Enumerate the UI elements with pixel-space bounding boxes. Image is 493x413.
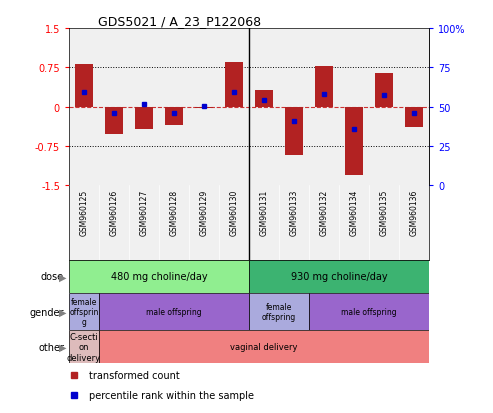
Text: gender: gender — [30, 307, 64, 317]
Bar — [75, 64, 93, 107]
Bar — [255, 90, 273, 107]
Text: vaginal delivery: vaginal delivery — [230, 342, 298, 351]
Bar — [309, 293, 429, 330]
Bar — [225, 63, 243, 107]
Bar — [405, 107, 423, 127]
Bar — [69, 260, 249, 293]
Bar — [165, 107, 183, 126]
Text: female
offsprin
g: female offsprin g — [70, 297, 99, 327]
Bar — [249, 260, 429, 293]
Bar — [69, 293, 99, 330]
Bar — [315, 66, 333, 107]
Text: male offspring: male offspring — [146, 307, 202, 316]
Text: dose: dose — [41, 272, 64, 282]
Bar — [249, 293, 309, 330]
Bar — [105, 107, 123, 135]
Text: GSM960135: GSM960135 — [380, 190, 388, 236]
Bar — [195, 107, 213, 109]
Bar — [345, 107, 363, 176]
Text: 480 mg choline/day: 480 mg choline/day — [111, 272, 207, 282]
Text: GSM960125: GSM960125 — [79, 190, 89, 236]
Text: GSM960132: GSM960132 — [319, 190, 328, 236]
Bar — [69, 330, 99, 363]
Text: GSM960131: GSM960131 — [259, 190, 269, 236]
Text: ▶: ▶ — [59, 272, 67, 282]
Text: GSM960127: GSM960127 — [140, 190, 148, 236]
Text: GSM960136: GSM960136 — [409, 190, 419, 236]
Text: transformed count: transformed count — [89, 370, 179, 380]
Text: percentile rank within the sample: percentile rank within the sample — [89, 390, 254, 400]
Text: ▶: ▶ — [59, 307, 67, 317]
Text: GSM960130: GSM960130 — [229, 190, 239, 236]
Text: male offspring: male offspring — [341, 307, 397, 316]
Bar — [99, 293, 249, 330]
Text: female
offspring: female offspring — [262, 302, 296, 321]
Text: GSM960128: GSM960128 — [170, 190, 178, 235]
Text: GSM960129: GSM960129 — [200, 190, 209, 236]
Text: GSM960134: GSM960134 — [350, 190, 358, 236]
Text: other: other — [38, 342, 64, 352]
Bar — [135, 107, 153, 129]
Text: C-secti
on
delivery: C-secti on delivery — [67, 332, 101, 362]
Text: GSM960133: GSM960133 — [289, 190, 298, 236]
Bar — [375, 74, 393, 107]
Text: GDS5021 / A_23_P122068: GDS5021 / A_23_P122068 — [98, 15, 261, 28]
Bar — [285, 107, 303, 156]
Text: 930 mg choline/day: 930 mg choline/day — [291, 272, 387, 282]
Text: GSM960126: GSM960126 — [109, 190, 118, 236]
Text: ▶: ▶ — [59, 342, 67, 352]
